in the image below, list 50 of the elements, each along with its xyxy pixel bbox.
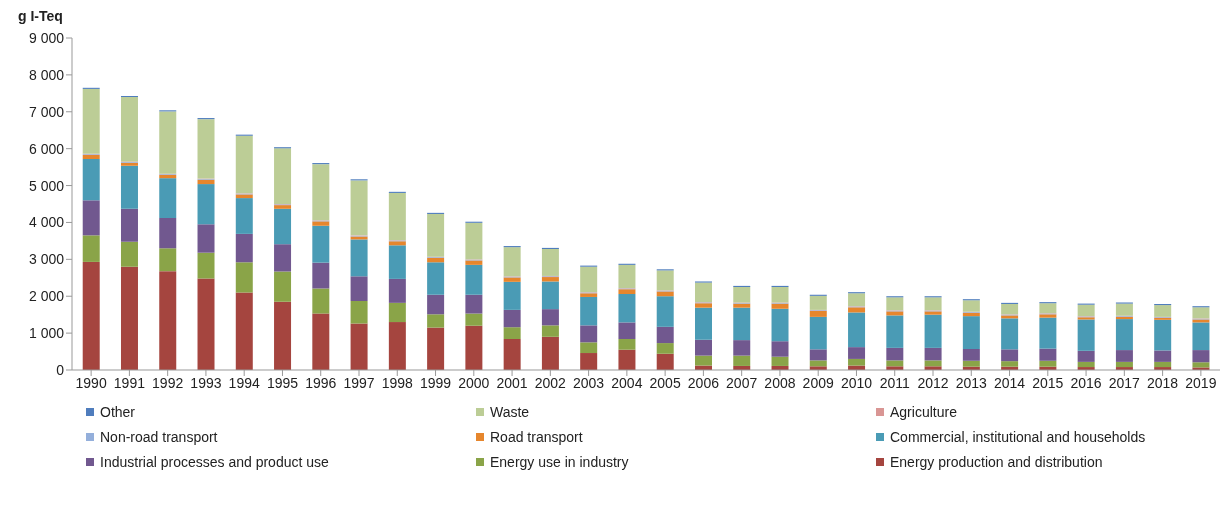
y-tick-label: 8 000 [28,66,65,83]
y-tick-label: 3 000 [28,251,65,268]
x-tick-label: 2006 [687,374,720,391]
x-tick-label: 2000 [458,374,490,391]
legend-label: Road transport [490,429,583,445]
y-tick-label: 7 000 [28,103,65,120]
x-tick-label: 1992 [152,374,184,391]
x-tick-label: 2014 [993,374,1026,391]
legend-label: Agriculture [890,404,957,420]
x-tick-label: 2004 [611,374,643,391]
x-tick-label: 2013 [955,374,988,391]
x-tick-label: 2012 [917,374,949,391]
x-tick-label: 2019 [1185,374,1217,391]
legend-label: Other [100,404,136,420]
x-tick-label: 1990 [75,374,107,391]
x-tick-label: 2008 [764,374,796,391]
x-tick-label: 1994 [228,374,260,391]
x-tick-label: 1997 [343,374,375,391]
y-tick-label: 1 000 [28,325,65,342]
legend-label: Waste [490,404,530,420]
x-tick-label: 2005 [649,374,681,391]
y-axis-title: g I-Teq [18,8,63,24]
x-tick-label: 2011 [879,374,910,391]
x-tick-label: 2018 [1147,374,1179,391]
x-tick-label: 1993 [190,374,222,391]
x-tick-label: 2007 [726,374,758,391]
x-tick-label: 2010 [840,374,873,391]
y-tick-label: 0 [56,361,65,378]
y-tick-label: 6 000 [28,140,65,157]
x-tick-label: 2001 [496,374,528,391]
x-tick-label: 2015 [1032,374,1064,391]
legend-label: Energy use in industry [490,454,629,470]
x-tick-label: 2016 [1070,374,1102,391]
x-tick-label: 2003 [573,374,605,391]
legend-label: Commercial, institutional and households [890,429,1146,445]
legend-label: Non-road transport [100,429,218,445]
x-tick-label: 1998 [381,374,414,391]
x-tick-label: 2002 [534,374,567,391]
x-tick-label: 2009 [802,374,834,391]
x-tick-label: 2017 [1108,374,1141,391]
x-tick-label: 1991 [113,374,146,391]
x-tick-label: 1995 [266,374,299,391]
y-tick-label: 9 000 [28,29,65,46]
y-tick-label: 4 000 [28,214,65,231]
y-tick-label: 5 000 [28,177,65,194]
legend-label: Industrial processes and product use [100,454,329,470]
y-tick-label: 2 000 [28,288,65,305]
x-tick-label: 1999 [419,374,452,391]
x-tick-label: 1996 [305,374,337,391]
legend-label: Energy production and distribution [890,454,1103,470]
